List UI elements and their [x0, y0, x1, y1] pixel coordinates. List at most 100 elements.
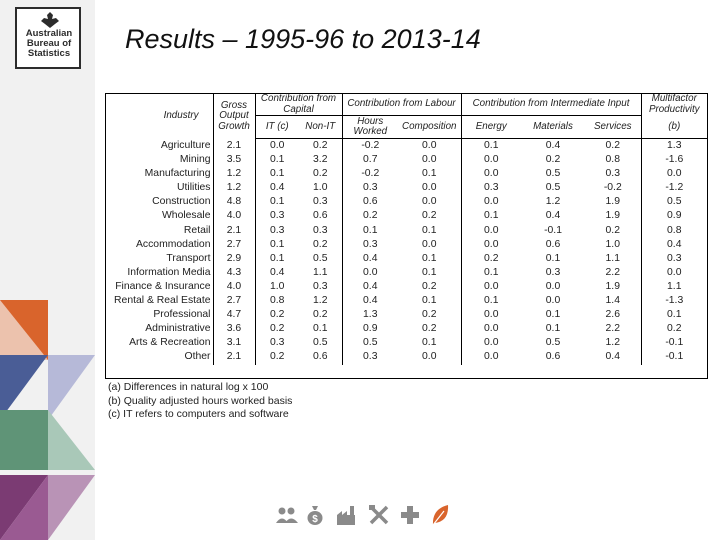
cell-hours-worked: 0.3	[341, 350, 399, 365]
cell-gross-output-growth: 3.6	[212, 322, 255, 337]
cell-capital-it: 0.1	[254, 195, 299, 210]
table-row: Professional 4.7 0.2 0.2 1.3 0.2 0.0 0.1 2.6 0.1	[106, 308, 708, 323]
svg-text:$: $	[312, 514, 318, 525]
industry-name: Accommodation	[135, 238, 211, 250]
cell-materials: 0.1	[545, 323, 561, 335]
page-title: Results – 1995-96 to 2013-14	[125, 24, 481, 54]
header-industry: Industry	[163, 110, 199, 121]
industry-name: Agriculture	[160, 139, 211, 151]
footnote-a: (a) Differences in natural log x 100	[108, 381, 269, 393]
cell-gross-output-growth: 2.1	[212, 350, 255, 365]
cell-capital-non-it: 0.2	[313, 140, 328, 151]
table-row: Mining 3.5 0.1 3.2 0.7 0.0 0.0 0.2 0.8 -1.6	[106, 153, 708, 168]
cell-services: 0.2	[605, 140, 620, 151]
cell-hours-worked: 0.4	[341, 294, 399, 309]
cell-capital-non-it: 3.2	[313, 154, 328, 166]
header-energy: Energy	[460, 115, 522, 139]
money-bag-icon: $	[307, 506, 323, 525]
decor-triangle-pink-lower	[0, 475, 48, 540]
cell-capital-non-it: 0.2	[313, 309, 328, 321]
header-services: Services	[585, 115, 642, 139]
table-row: Other 2.1 0.2 0.6 0.3 0.0 0.0 0.6 0.4 -0.1	[106, 350, 708, 365]
table-row: Construction 4.8 0.1 0.3 0.6 0.0 0.0 1.2 1.9 0.5	[106, 195, 708, 210]
cell-composition: 0.1	[422, 295, 437, 307]
leaf-icon	[432, 505, 449, 526]
industry-name: Mining	[179, 154, 211, 166]
header-it: IT (c)	[254, 115, 299, 139]
cell-mfp: -1.3	[640, 294, 708, 309]
cell-gross-output-growth: 4.8	[212, 195, 255, 210]
cell-mfp: 0.9	[640, 209, 708, 224]
cell-gross-output-growth: 4.0	[212, 279, 255, 295]
industry-name: Manufacturing	[144, 168, 211, 180]
cell-capital-non-it: 1.2	[313, 295, 328, 307]
cell-composition: 0.1	[422, 266, 437, 278]
decorative-triangles	[0, 300, 95, 540]
cell-capital-it: 0.2	[254, 350, 299, 365]
cell-mfp: 0.4	[640, 237, 708, 252]
cell-services: 2.2	[605, 266, 620, 278]
left-decor-strip: Australian Bureau of Statistics	[0, 0, 95, 540]
cell-energy: 0.2	[460, 251, 522, 266]
table-row: Information Media 4.3 0.4 1.1 0.0 0.1 0.1 0.3 2.…	[106, 265, 708, 280]
industry-name: Information Media	[127, 266, 211, 278]
cell-energy: 0.1	[460, 138, 522, 154]
cell-services: 0.3	[605, 168, 620, 180]
cell-services: 1.9	[605, 210, 620, 222]
cell-mfp: -0.1	[640, 336, 708, 351]
cell-capital-non-it: 0.3	[313, 224, 328, 236]
table-row: Agriculture 2.1 0.0 0.2 -0.2 0.0 0.1 0.4 0.2 1.3	[106, 138, 708, 154]
cell-hours-worked: 0.9	[341, 322, 399, 337]
cell-energy: 0.0	[460, 336, 522, 351]
cell-energy: 0.0	[460, 223, 522, 238]
cell-gross-output-growth: 4.7	[212, 308, 255, 323]
cell-gross-output-growth: 4.3	[212, 265, 255, 280]
cell-materials: 0.4	[545, 210, 561, 222]
footnotes: (a) Differences in natural log x 100 (b)…	[108, 381, 292, 422]
cell-energy: 0.0	[460, 322, 522, 337]
cell-capital-it: 0.1	[254, 237, 299, 252]
cell-energy: 0.0	[460, 153, 522, 168]
cell-capital-it: 0.4	[254, 181, 299, 196]
cell-hours-worked: 0.0	[341, 265, 399, 280]
cell-mfp: -0.1	[640, 350, 708, 365]
table-row: Administrative 3.6 0.2 0.1 0.9 0.2 0.0 0.1 2.2 0.…	[106, 322, 708, 337]
cell-services: 1.4	[605, 295, 620, 307]
cell-materials: 0.0	[545, 280, 561, 292]
cell-capital-non-it: 0.3	[313, 280, 328, 292]
cell-capital-it: 0.8	[254, 294, 299, 309]
cell-mfp: 0.5	[640, 195, 708, 210]
industry-name: Rental & Real Estate	[114, 295, 211, 307]
header-contribution-labour: Contribution from Labour	[341, 94, 462, 116]
cell-services: 1.9	[605, 280, 620, 292]
cell-capital-it: 0.1	[254, 153, 299, 168]
cell-composition: 0.0	[422, 196, 437, 208]
cell-energy: 0.0	[460, 350, 522, 365]
cell-mfp: 1.1	[640, 279, 708, 295]
cell-services: 1.1	[605, 252, 620, 264]
results-table-container: Industry Gross Output Growth Contributio…	[105, 93, 708, 379]
industry-name: Transport	[166, 252, 211, 264]
cell-energy: 0.1	[460, 265, 522, 280]
footnote-c: (c) IT refers to computers and software	[108, 408, 289, 420]
cell-composition: 0.1	[422, 168, 437, 180]
table-row: Manufacturing 1.2 0.1 0.2 -0.2 0.1 0.0 0.5 0.3 0.…	[106, 167, 708, 182]
cell-materials: 0.6	[545, 238, 561, 250]
cell-mfp: -1.2	[640, 181, 708, 196]
cell-energy: 0.0	[460, 237, 522, 252]
industry-name: Administrative	[145, 323, 211, 335]
cell-energy: 0.0	[460, 279, 522, 295]
table-row: Retail 2.1 0.3 0.3 0.1 0.1 0.0 -0.1 0.2 0.8	[106, 223, 708, 238]
logo-text: Australian Bureau of Statistics	[19, 29, 79, 59]
cell-composition: 0.1	[422, 337, 437, 349]
cell-materials: 0.6	[545, 351, 561, 363]
industry-name: Utilities	[177, 182, 211, 194]
industry-name: Construction	[152, 196, 211, 208]
cell-hours-worked: 0.3	[341, 237, 399, 252]
cell-services: 0.8	[605, 154, 620, 166]
header-contribution-capital: Contribution from Capital	[254, 93, 343, 116]
cell-materials: 0.0	[545, 295, 561, 307]
results-table: Industry Gross Output Growth Contributio…	[106, 93, 708, 365]
cell-gross-output-growth: 2.1	[212, 138, 255, 154]
cell-services: 1.0	[605, 238, 620, 250]
